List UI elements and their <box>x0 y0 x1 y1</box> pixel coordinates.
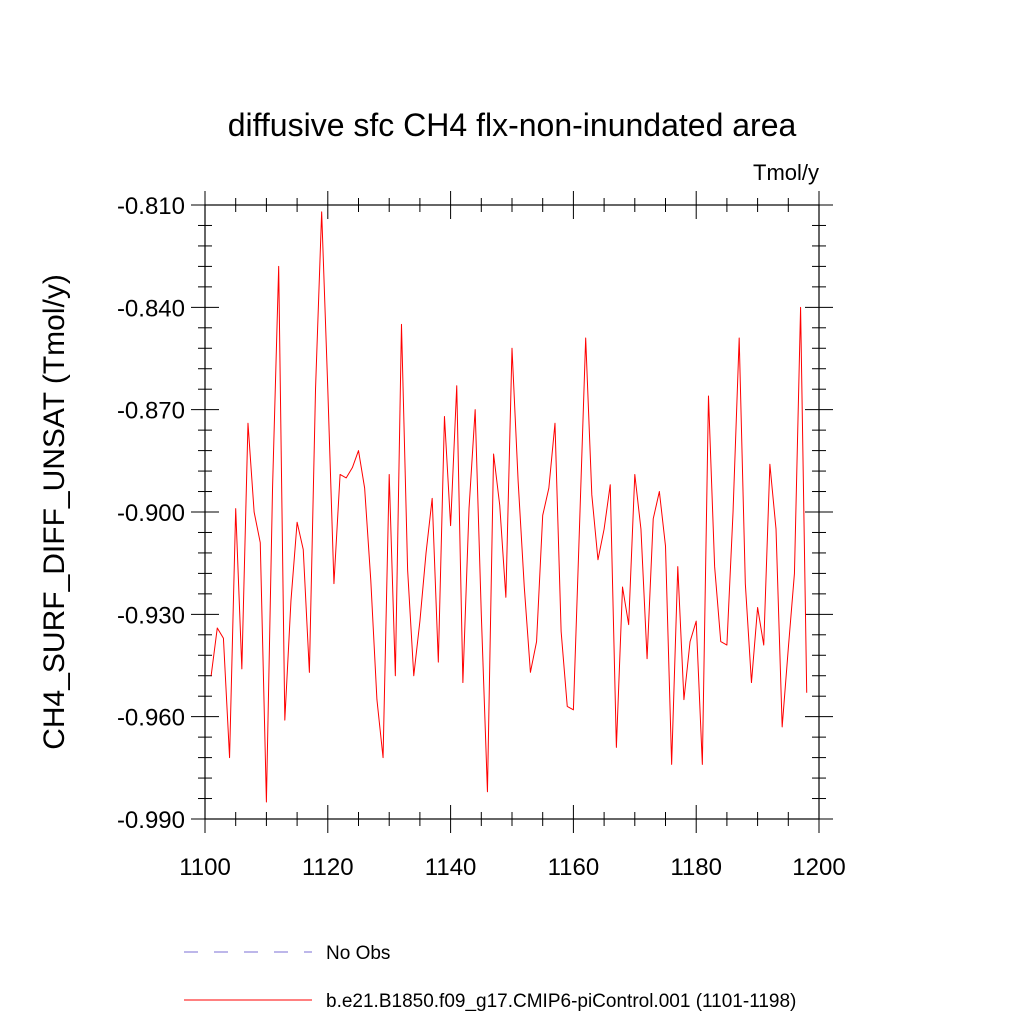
x-tick-label: 1160 <box>548 854 600 881</box>
legend-label: b.e21.B1850.f09_g17.CMIP6-piControl.001 … <box>326 991 796 1012</box>
y-axis-label: CH4_SURF_DIFF_UNSAT (Tmol/y) <box>38 274 71 750</box>
y-tick-label: -0.960 <box>117 705 185 732</box>
x-tick-label: 1140 <box>425 854 477 881</box>
y-tick-label: -0.840 <box>117 295 185 322</box>
series-line <box>210 211 808 803</box>
y-tick-label: -0.930 <box>117 602 185 629</box>
y-tick-label: -0.900 <box>117 500 185 527</box>
y-tick-label: -0.990 <box>117 807 185 834</box>
plot-frame <box>204 204 820 820</box>
units-label: Tmol/y <box>753 160 819 185</box>
x-tick-label: 1120 <box>302 854 354 881</box>
axis-ticks <box>191 191 833 833</box>
x-tick-label: 1100 <box>179 854 231 881</box>
tick-labels: 1100 1120 1140 1160 1180 1200 -0.810 -0.840 -0.8… <box>117 193 846 881</box>
legend: No Obs b.e21.B1850.f09_g17.CMIP6-piContro… <box>184 943 796 1012</box>
legend-label: No Obs <box>326 943 390 964</box>
x-tick-label: 1180 <box>670 854 722 881</box>
series-layer <box>210 211 808 803</box>
x-tick-label: 1200 <box>792 854 845 881</box>
chart-title: diffusive sfc CH4 flx-non-inundated area <box>228 107 797 143</box>
y-tick-label: -0.870 <box>117 398 185 425</box>
y-tick-label: -0.810 <box>117 193 185 220</box>
